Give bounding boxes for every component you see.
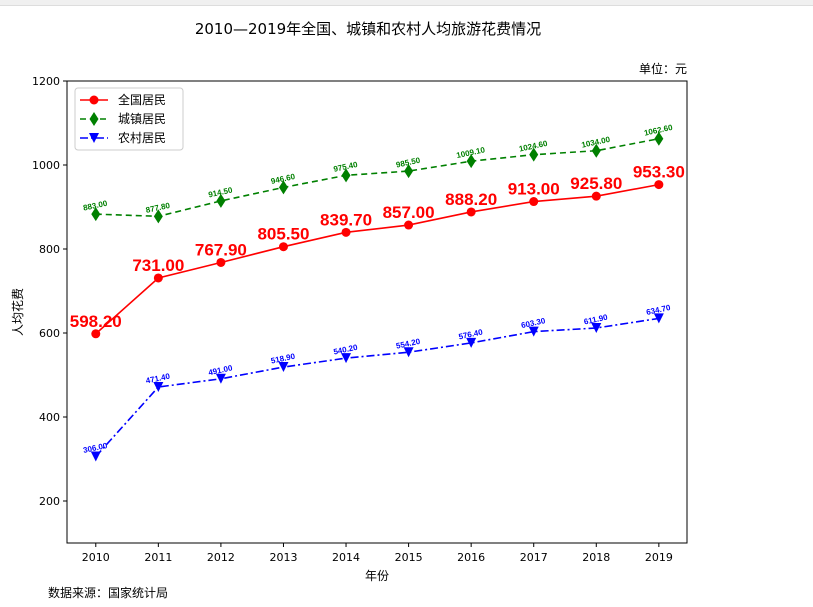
data-point	[153, 382, 164, 393]
series-line	[95, 137, 659, 218]
x-tick-label: 2012	[207, 551, 235, 564]
legend-marker	[89, 112, 99, 126]
data-point	[654, 131, 664, 146]
unit-label: 单位：元	[639, 61, 687, 76]
data-point	[215, 373, 226, 384]
x-tick-label: 2015	[395, 551, 423, 564]
data-point	[654, 180, 664, 190]
plot-area-frame	[66, 80, 688, 544]
data-label: 805.50	[257, 225, 309, 244]
data-label: 857.00	[383, 203, 435, 222]
y-tick-label: 200	[39, 495, 60, 508]
legend-label: 全国居民	[118, 92, 166, 107]
data-point	[466, 337, 477, 348]
x-tick-label: 2010	[82, 551, 110, 564]
data-point	[341, 168, 351, 183]
data-point	[404, 220, 414, 230]
y-tick-label: 600	[39, 327, 60, 340]
data-point	[528, 326, 539, 337]
data-point	[466, 207, 476, 217]
legend-frame	[74, 87, 184, 151]
legend-label: 城镇居民	[118, 112, 166, 126]
data-point	[216, 193, 226, 208]
data-point	[529, 197, 539, 207]
data-point	[278, 242, 288, 252]
y-tick-label: 400	[39, 411, 60, 424]
data-point	[278, 180, 288, 195]
x-tick-label: 2011	[144, 551, 172, 564]
data-label: 767.90	[195, 240, 247, 259]
series-line	[95, 317, 659, 458]
x-axis-label: 年份	[365, 569, 389, 583]
data-label: 925.80	[570, 174, 622, 193]
data-label: 839.70	[320, 210, 372, 229]
y-tick-label: 800	[39, 243, 60, 256]
x-tick-label: 2016	[457, 551, 485, 564]
y-tick-label: 1000	[32, 159, 60, 172]
legend-marker	[89, 95, 99, 105]
data-label: 598.20	[70, 312, 122, 331]
x-tick-label: 2019	[645, 551, 673, 564]
data-point	[341, 353, 352, 364]
data-point	[404, 164, 414, 179]
window-top-bar	[0, 0, 813, 6]
data-point	[278, 362, 289, 373]
x-tick-label: 2014	[332, 551, 360, 564]
data-point	[591, 143, 601, 158]
legend-marker	[89, 133, 99, 143]
data-point	[153, 273, 163, 283]
series-1: 598.20 731.00 767.90 805.50 839.70 857.00 888.…	[70, 163, 685, 339]
data-label: 731.00	[132, 256, 184, 275]
data-point	[466, 154, 476, 169]
series-line	[95, 183, 659, 335]
data-label: 888.20	[445, 190, 497, 209]
data-point	[591, 323, 602, 334]
data-point	[91, 329, 101, 339]
x-tick-label: 2013	[269, 551, 297, 564]
data-point	[91, 207, 101, 222]
data-label: 953.30	[633, 163, 685, 182]
data-label: 913.00	[508, 180, 560, 199]
data-point	[529, 147, 539, 162]
source-label: 数据来源：国家统计局	[48, 585, 168, 600]
data-point	[216, 257, 226, 267]
x-tick-label: 2018	[582, 551, 610, 564]
x-tick-label: 2017	[520, 551, 548, 564]
data-point	[591, 191, 601, 201]
data-point	[341, 227, 351, 237]
legend-label: 农村居民	[118, 131, 166, 145]
data-point	[90, 451, 101, 462]
data-point	[153, 209, 163, 224]
data-point	[653, 313, 664, 324]
y-tick-label: 1200	[32, 75, 60, 88]
data-point	[403, 347, 414, 358]
y-axis-label: 人均花费	[10, 288, 25, 336]
chart-title: 2010—2019年全国、城镇和农村人均旅游花费情况	[195, 20, 541, 38]
